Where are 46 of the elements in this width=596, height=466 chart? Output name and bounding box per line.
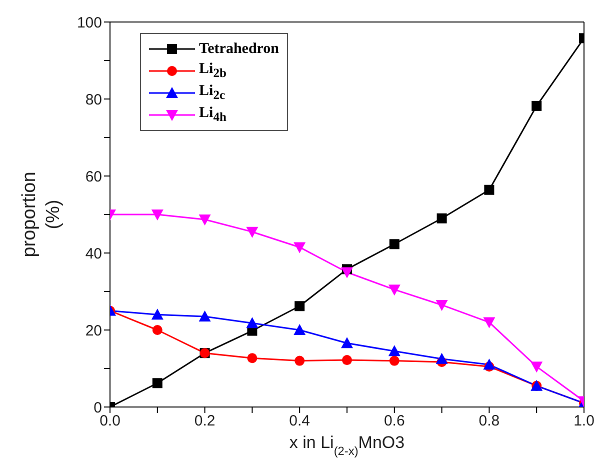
x-tick-label: 0.4	[289, 412, 310, 430]
legend-label: Li$_{2b}$	[199, 61, 226, 81]
point	[436, 213, 447, 224]
point	[294, 242, 306, 254]
y-axis-title: proportion (%)	[19, 172, 64, 258]
point	[152, 325, 162, 335]
point	[246, 226, 258, 238]
point	[532, 100, 542, 111]
point	[483, 317, 496, 328]
point	[389, 239, 400, 250]
point	[484, 184, 494, 195]
point	[294, 324, 306, 335]
y-tick-label: 80	[85, 91, 102, 108]
y-tick-label: 60	[85, 168, 102, 186]
point	[294, 301, 305, 312]
y-tick-label: 20	[85, 322, 102, 340]
point	[247, 353, 258, 364]
point	[530, 362, 543, 373]
y-tick-label: 100	[76, 14, 102, 32]
point	[483, 358, 496, 370]
x-tick-label: 0.6	[384, 412, 405, 430]
point	[341, 337, 353, 348]
point	[198, 310, 211, 322]
y-tick-label: 0	[94, 399, 102, 416]
legend-label: Li$_{2c}$	[199, 83, 225, 103]
x-tick-label: 0.0	[100, 412, 120, 430]
point	[151, 210, 164, 220]
legend-label: Li$_{4h}$	[199, 105, 226, 125]
point	[246, 317, 258, 328]
point	[342, 355, 352, 366]
y-tick-label: 40	[85, 245, 102, 262]
x-axis-title: x in Li$_{(2-x)}$MnO3	[289, 433, 405, 458]
point	[388, 345, 400, 356]
legend-label: Tetrahedron	[199, 40, 280, 58]
point	[152, 378, 162, 388]
x-tick-label: 0.2	[194, 412, 216, 430]
point	[151, 308, 164, 320]
point	[294, 356, 305, 366]
point	[388, 284, 400, 296]
x-tick-label: 0.8	[478, 412, 500, 430]
point	[436, 300, 448, 311]
point	[389, 356, 400, 366]
point	[341, 267, 353, 278]
point	[436, 352, 448, 364]
point	[198, 214, 211, 226]
x-tick-label: 1.0	[574, 412, 594, 430]
